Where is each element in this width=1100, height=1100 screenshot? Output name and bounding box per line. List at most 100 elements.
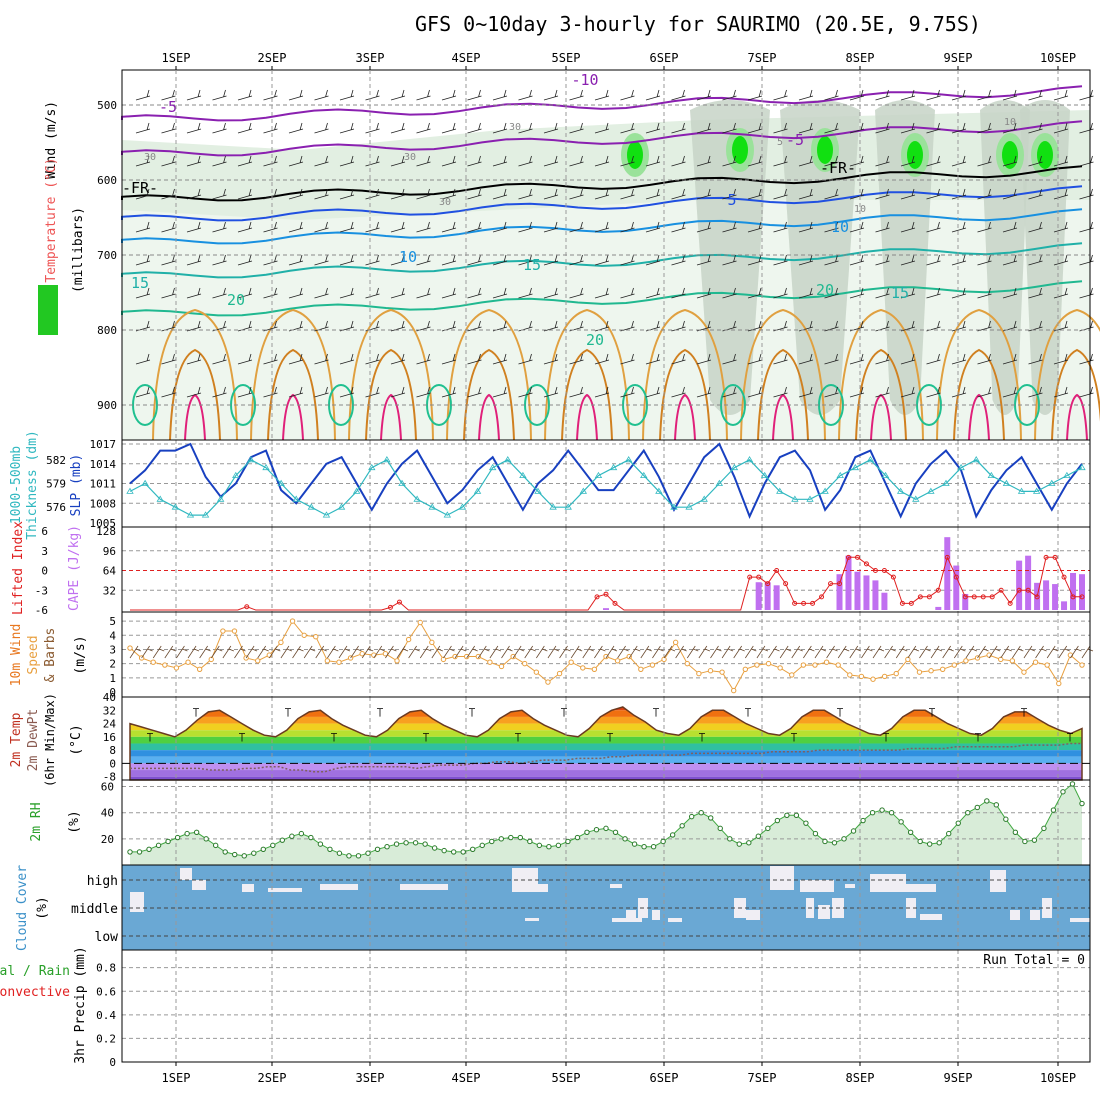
rh2m-marker-54 bbox=[641, 843, 647, 850]
barb-317 bbox=[467, 353, 482, 365]
barb-37 bbox=[1079, 89, 1094, 101]
barb-129 bbox=[518, 188, 533, 200]
rh2m-marker-78 bbox=[869, 809, 876, 816]
barb-76 bbox=[135, 155, 151, 167]
wind-barb-70 bbox=[942, 645, 954, 659]
barb-174 bbox=[696, 221, 712, 233]
rh2m-marker-88 bbox=[965, 809, 971, 816]
barb-130 bbox=[543, 188, 559, 200]
rh2m-marker-75 bbox=[841, 836, 847, 842]
barb-87 bbox=[416, 155, 431, 167]
barb-160 bbox=[339, 221, 355, 233]
li-tick-2: 0 bbox=[41, 565, 48, 578]
bl-loop-outer-7 bbox=[838, 308, 924, 441]
barb-142 bbox=[849, 188, 865, 200]
wind-speed-marker-75 bbox=[998, 656, 1004, 663]
barb-309 bbox=[263, 353, 278, 365]
wind-speed-marker-25 bbox=[417, 619, 423, 626]
rh2m-marker-71 bbox=[803, 820, 809, 826]
thickness-marker-33 bbox=[624, 456, 633, 463]
wind-barb-23 bbox=[396, 645, 409, 659]
barb-341 bbox=[1079, 353, 1094, 365]
barb-371 bbox=[875, 386, 890, 398]
barb-63 bbox=[773, 122, 788, 134]
wind-speed-marker-69 bbox=[928, 668, 934, 674]
barb-254 bbox=[798, 287, 814, 299]
barb-29 bbox=[875, 89, 890, 101]
date-label-bottom-6: 7SEP bbox=[748, 1071, 777, 1085]
thickness-marker-4 bbox=[186, 511, 195, 518]
li-marker-81 bbox=[854, 554, 860, 560]
barb-44 bbox=[288, 122, 304, 134]
wind-barb-19 bbox=[350, 645, 362, 659]
wind-barb-60 bbox=[826, 645, 838, 659]
thick-label-1: 1000-500mb bbox=[9, 446, 24, 524]
precip-tick-3: 0.2 bbox=[96, 1032, 116, 1045]
cloud-high-2 bbox=[192, 880, 206, 890]
rh2m-marker-25 bbox=[365, 850, 371, 856]
barb-265 bbox=[1079, 287, 1094, 299]
isotherm-2 bbox=[121, 165, 1083, 202]
contour-label-20: -FR- bbox=[122, 179, 158, 197]
barb-243 bbox=[518, 287, 533, 299]
barb-359 bbox=[569, 386, 584, 398]
wind-speed-marker-5 bbox=[185, 659, 191, 665]
temp-minmax-16 bbox=[883, 733, 889, 742]
temp-minmax-20 bbox=[1067, 733, 1073, 742]
barb-52 bbox=[492, 122, 508, 134]
precip-tick-4: 0 bbox=[109, 1056, 116, 1069]
rh2m-marker-96 bbox=[1041, 825, 1047, 832]
wind-speed-marker-37 bbox=[556, 670, 563, 677]
barb-42 bbox=[237, 122, 253, 134]
rh-column-2 bbox=[875, 100, 935, 415]
barb-347 bbox=[263, 386, 278, 398]
rh2m-marker-42 bbox=[527, 838, 533, 845]
wind-barb-9 bbox=[234, 645, 246, 659]
rh2m-marker-40 bbox=[508, 834, 514, 841]
thick-tick-0: 582 bbox=[46, 454, 66, 467]
barb-237 bbox=[365, 287, 380, 299]
barb-279 bbox=[467, 320, 482, 332]
thickness-marker-48 bbox=[851, 463, 860, 471]
wind-speed-marker-30 bbox=[475, 653, 481, 660]
slp-label: SLP (mb) bbox=[69, 454, 84, 517]
li-marker-90 bbox=[935, 587, 941, 593]
thickness-marker-10 bbox=[277, 479, 285, 486]
wind-barb-28 bbox=[454, 645, 467, 659]
wind-label-1: 10m Wind bbox=[9, 624, 24, 687]
bl-loop-inner-2 bbox=[380, 393, 402, 441]
rh2m-marker-49 bbox=[593, 826, 600, 833]
temp-band-4 bbox=[130, 723, 1082, 731]
barb-284 bbox=[594, 320, 610, 332]
li-marker-69 bbox=[747, 574, 753, 580]
barb-217 bbox=[824, 254, 839, 266]
barb-1 bbox=[161, 89, 176, 101]
rh2m-marker-51 bbox=[612, 829, 619, 836]
barb-124 bbox=[390, 188, 406, 200]
wind-speed-marker-9 bbox=[231, 628, 238, 634]
temp-band-9 bbox=[130, 756, 1082, 764]
li-marker-83 bbox=[872, 568, 878, 573]
barb-66 bbox=[849, 122, 865, 134]
contour-label-14: 10 bbox=[854, 204, 866, 215]
isotherm-5 bbox=[121, 242, 1083, 279]
barb-346 bbox=[237, 386, 253, 398]
barb-12 bbox=[441, 89, 457, 101]
barb-81 bbox=[263, 155, 278, 167]
barb-328 bbox=[747, 353, 763, 365]
thickness-marker-21 bbox=[443, 511, 452, 518]
wind-barb-75 bbox=[1000, 645, 1012, 659]
barb-315 bbox=[416, 353, 431, 365]
cloud-tick-0: high bbox=[87, 874, 118, 889]
dewpoint-line bbox=[130, 742, 1082, 773]
barb-363 bbox=[671, 386, 686, 398]
barb-70 bbox=[951, 122, 967, 134]
barb-35 bbox=[1028, 89, 1043, 101]
thickness-marker-38 bbox=[700, 495, 708, 502]
thickness-marker-25 bbox=[504, 456, 512, 463]
cape-bar-83 bbox=[872, 580, 879, 610]
wind-speed-marker-56 bbox=[777, 665, 783, 671]
rh2m-marker-26 bbox=[374, 846, 381, 853]
barb-17 bbox=[569, 89, 584, 101]
